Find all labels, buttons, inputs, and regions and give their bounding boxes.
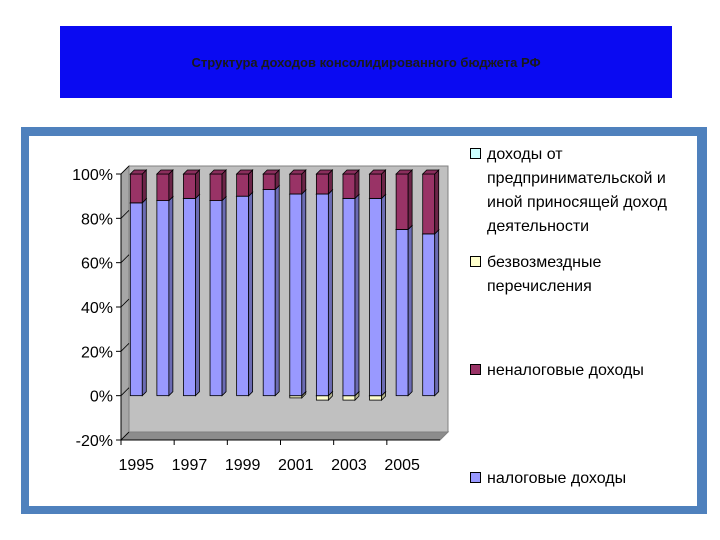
y-tick-depth — [120, 343, 130, 352]
bar-2002-series-1 — [315, 395, 329, 401]
bar-2003-series-0 — [342, 197, 356, 397]
bar-2003-series-2 — [342, 173, 356, 199]
bar-2002-series-0-side — [327, 188, 333, 397]
y-tick-label: 40% — [81, 300, 113, 317]
bar-2004-series-0-side — [381, 193, 386, 397]
bar-2003-series-2-top — [341, 169, 360, 175]
bar-2000-series-0 — [262, 189, 276, 397]
y-tick-depth — [120, 431, 130, 441]
bar-1995-series-2-side — [141, 169, 147, 204]
y-tick-depth — [120, 298, 130, 308]
bar-2006-series-0-side — [434, 228, 440, 397]
bar-1998-series-0 — [209, 200, 223, 397]
bar-1995-series-2 — [129, 173, 143, 204]
bar-1997-series-0 — [183, 197, 196, 397]
bar-1996-series-0 — [156, 200, 170, 397]
bar-1998-series-2-side — [221, 169, 227, 202]
bar-2000-series-2 — [262, 173, 276, 190]
bar-1996-series-0-side — [168, 195, 174, 397]
legend-swatch-transfers — [470, 256, 481, 267]
bar-2006-series-2-side — [434, 169, 440, 235]
bar-1996-series-2 — [156, 173, 170, 202]
legend-label-nontax: неналоговые доходы — [487, 362, 644, 379]
y-tick-label: 80% — [81, 211, 113, 228]
bar-2005-series-2-top — [395, 169, 414, 175]
bar-2001-series-2 — [289, 173, 303, 195]
y-tick-label: -20% — [76, 433, 113, 450]
bar-1998-series-2-top — [209, 169, 228, 175]
legend-item-tax: налоговые доходы — [470, 467, 695, 491]
plot-floor — [119, 431, 450, 441]
chart-legend: доходы от предпринимательской и иной при… — [470, 140, 698, 505]
bar-1995-series-2-top — [129, 169, 148, 175]
y-tick-depth — [120, 387, 130, 396]
bar-1999-series-0-side — [248, 191, 254, 397]
bar-2005-series-0 — [395, 229, 409, 397]
bar-2002-series-0 — [315, 193, 329, 397]
bar-1999-series-0 — [236, 195, 250, 397]
x-tick-label: 2005 — [384, 457, 420, 474]
legend-swatch-tax — [470, 472, 481, 483]
legend-label-business-income: доходы от предпринимательской и иной при… — [487, 146, 667, 235]
bar-1999-series-2 — [236, 173, 250, 197]
y-tick-label: 20% — [81, 344, 113, 361]
bar-1999-series-2-top — [235, 169, 254, 175]
bar-2000-series-2-top — [262, 169, 281, 175]
bar-1995-series-0 — [129, 202, 143, 397]
y-tick-label: 60% — [81, 256, 113, 273]
bar-1998-series-2 — [209, 173, 223, 202]
bar-1998-series-0-side — [221, 195, 227, 397]
bar-2000-series-0-side — [274, 184, 280, 397]
bar-2003-series-1 — [342, 395, 356, 401]
y-tick-depth — [120, 165, 130, 175]
legend-item-nontax: неналоговые доходы — [470, 359, 695, 383]
y-tick-depth — [120, 254, 130, 263]
bar-2005-series-2-side — [407, 169, 413, 231]
x-tick-label: 2001 — [278, 457, 314, 474]
bar-2002-series-2 — [315, 173, 329, 195]
bar-2004-series-0 — [369, 197, 382, 397]
bar-1996-series-2-side — [168, 169, 174, 202]
bar-2006-series-2-top — [421, 169, 440, 175]
bar-1997-series-0-side — [195, 193, 200, 397]
x-tick-label: 1995 — [118, 457, 154, 474]
legend-item-transfers: безвозмездные перечисления — [470, 251, 695, 299]
bar-2006-series-0 — [422, 233, 436, 397]
bar-1995-series-0-side — [141, 197, 147, 397]
bar-1996-series-2-top — [155, 169, 174, 175]
legend-swatch-nontax — [470, 364, 481, 375]
bar-2001-series-2-top — [288, 169, 307, 175]
bar-2004-series-2-side — [381, 169, 386, 200]
bar-2006-series-2 — [422, 173, 436, 235]
bar-2001-series-0 — [289, 193, 303, 397]
bar-2002-series-2-top — [315, 169, 334, 175]
legend-swatch-business-income — [470, 148, 481, 159]
y-tick-depth — [120, 210, 130, 219]
bar-2005-series-0-side — [407, 224, 413, 397]
bar-1997-series-2-side — [195, 169, 200, 200]
legend-label-tax: налоговые доходы — [487, 470, 627, 487]
bar-1997-series-2-top — [182, 169, 201, 175]
bar-2005-series-2 — [395, 173, 409, 230]
y-tick-label: 0% — [90, 389, 113, 406]
bar-2004-series-1 — [369, 395, 382, 401]
legend-item-business-income: доходы от предпринимательской и иной при… — [470, 143, 695, 239]
x-tick-label: 2003 — [331, 457, 367, 474]
slide-title: Структура доходов консолидированного бюд… — [191, 54, 541, 70]
legend-label-transfers: безвозмездные перечисления — [487, 254, 602, 295]
slide-title-bar: Структура доходов консолидированного бюд… — [60, 26, 672, 98]
bar-2003-series-0-side — [354, 193, 360, 397]
bar-2004-series-2 — [369, 173, 382, 199]
x-tick-label: 1999 — [225, 457, 261, 474]
x-tick-label: 1997 — [172, 457, 208, 474]
y-tick-label: 100% — [72, 167, 113, 184]
bar-2003-series-2-side — [354, 169, 360, 200]
bar-2001-series-0-side — [301, 188, 307, 397]
bar-1997-series-2 — [183, 173, 196, 199]
bar-2004-series-2-top — [368, 169, 387, 175]
